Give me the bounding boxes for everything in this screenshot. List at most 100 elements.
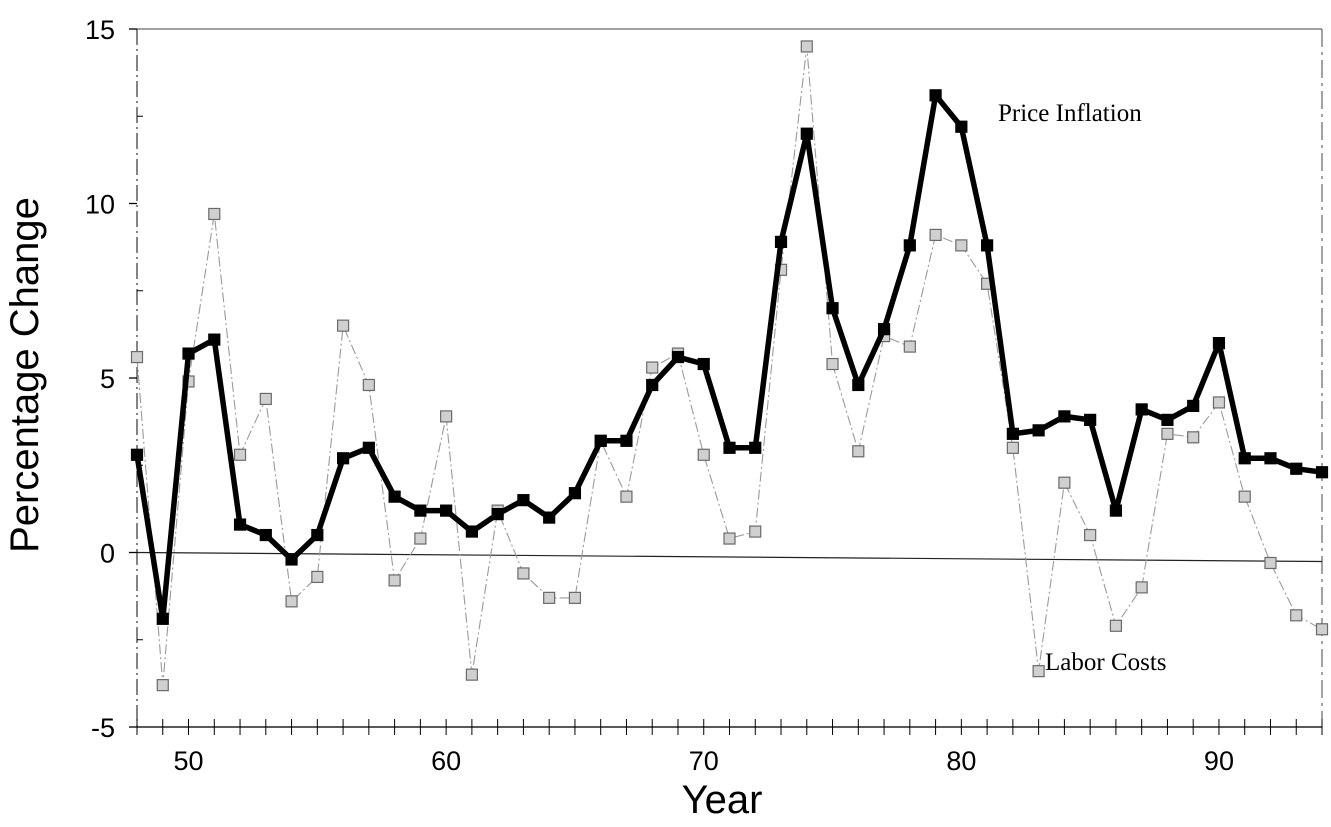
data-point-price-inflation: [1212, 337, 1226, 350]
data-point-price-inflation: [543, 511, 556, 524]
data-point-labor-costs: [336, 319, 350, 332]
data-point-price-inflation: [774, 235, 788, 248]
x-tick-label: 70: [689, 746, 719, 776]
data-point-labor-costs: [465, 668, 478, 681]
data-point-price-inflation: [156, 612, 169, 625]
data-point-labor-costs: [903, 340, 916, 353]
data-point-labor-costs: [1109, 619, 1123, 632]
data-point-price-inflation: [646, 378, 659, 392]
y-tick-label: -5: [91, 713, 115, 743]
zero-line: [136, 551, 1323, 563]
data-point-price-inflation: [1006, 427, 1019, 440]
data-point-price-inflation: [285, 553, 298, 566]
data-point-labor-costs: [955, 239, 968, 252]
data-point-price-inflation: [311, 528, 324, 542]
data-point-labor-costs: [620, 490, 633, 503]
data-point-price-inflation: [1084, 413, 1097, 426]
data-point-price-inflation: [568, 487, 582, 500]
data-point-price-inflation: [620, 434, 633, 447]
data-point-price-inflation: [233, 518, 247, 531]
data-point-labor-costs: [1084, 528, 1097, 542]
data-point-labor-costs: [1006, 441, 1019, 454]
data-point-price-inflation: [826, 302, 839, 315]
data-point-labor-costs: [517, 567, 530, 580]
data-point-price-inflation: [800, 127, 813, 140]
x-axis-title: Year: [682, 778, 763, 822]
data-point-labor-costs: [208, 207, 221, 221]
data-point-price-inflation: [1187, 399, 1200, 413]
data-point-price-inflation: [465, 525, 478, 538]
data-point-labor-costs: [1212, 396, 1226, 409]
data-point-price-inflation: [697, 357, 710, 371]
data-point-price-inflation: [491, 508, 504, 521]
data-point-labor-costs: [311, 570, 324, 584]
data-point-labor-costs: [543, 591, 556, 604]
data-point-price-inflation: [903, 239, 916, 252]
data-point-labor-costs: [697, 448, 710, 461]
data-point-labor-costs: [285, 595, 298, 608]
data-point-price-inflation: [1290, 462, 1303, 475]
data-point-price-inflation: [182, 347, 195, 360]
data-point-price-inflation: [955, 120, 968, 133]
y-tick-label: 5: [100, 364, 115, 394]
data-point-labor-costs: [414, 532, 427, 545]
data-point-price-inflation: [671, 350, 685, 364]
data-point-labor-costs: [646, 361, 659, 374]
data-point-labor-costs: [362, 378, 375, 392]
data-point-labor-costs: [1135, 581, 1148, 594]
data-point-labor-costs: [440, 410, 453, 423]
data-point-price-inflation: [517, 494, 530, 507]
data-point-labor-costs: [749, 525, 762, 538]
series-label-price-inflation: Price Inflation: [998, 100, 1142, 127]
data-point-labor-costs: [568, 591, 582, 604]
data-point-labor-costs: [723, 532, 736, 545]
data-point-labor-costs: [826, 357, 839, 371]
data-point-labor-costs: [1161, 427, 1174, 440]
data-point-price-inflation: [594, 434, 607, 447]
data-point-labor-costs: [1032, 665, 1045, 678]
x-tick-label: 60: [431, 746, 461, 776]
data-point-labor-costs: [1238, 490, 1251, 503]
data-point-price-inflation: [1161, 413, 1174, 426]
data-point-labor-costs: [1187, 431, 1200, 444]
data-point-price-inflation: [1135, 403, 1148, 416]
data-point-price-inflation: [208, 333, 221, 346]
data-point-price-inflation: [259, 528, 272, 542]
series-label-labor-costs: Labor Costs: [1045, 649, 1167, 676]
data-point-price-inflation: [440, 504, 453, 517]
data-point-price-inflation: [749, 441, 762, 454]
data-point-price-inflation: [1032, 424, 1045, 437]
data-point-labor-costs: [1290, 609, 1303, 622]
data-point-price-inflation: [929, 89, 942, 102]
data-point-labor-costs: [130, 350, 144, 364]
series-labor-costs: [130, 40, 1329, 692]
data-point-labor-costs: [1264, 556, 1277, 570]
data-point-price-inflation: [1238, 452, 1251, 465]
data-point-price-inflation: [362, 441, 375, 454]
data-point-labor-costs: [156, 679, 169, 692]
series-layer: [130, 40, 1329, 692]
data-point-price-inflation: [981, 239, 994, 252]
axes-layer: [136, 28, 1323, 728]
data-point-price-inflation: [1058, 410, 1071, 423]
data-point-labor-costs: [259, 392, 272, 406]
x-tick-label: 50: [173, 746, 203, 776]
data-point-labor-costs: [1058, 476, 1071, 489]
data-point-price-inflation: [1264, 452, 1277, 465]
y-tick-label: 0: [100, 539, 115, 569]
data-point-price-inflation: [1109, 504, 1123, 517]
y-tick-label: 15: [85, 15, 115, 45]
series-price-inflation: [130, 89, 1329, 625]
y-axis-title: Percentage Change: [3, 197, 47, 553]
data-point-price-inflation: [723, 441, 736, 454]
data-point-price-inflation: [1315, 466, 1329, 479]
label-layer: Percentage Change Year Price Inflation L…: [3, 100, 1167, 822]
data-point-labor-costs: [800, 40, 813, 53]
data-point-labor-costs: [929, 228, 942, 242]
data-point-price-inflation: [414, 504, 427, 517]
data-point-price-inflation: [852, 378, 865, 392]
y-tick-label: 10: [85, 190, 115, 220]
